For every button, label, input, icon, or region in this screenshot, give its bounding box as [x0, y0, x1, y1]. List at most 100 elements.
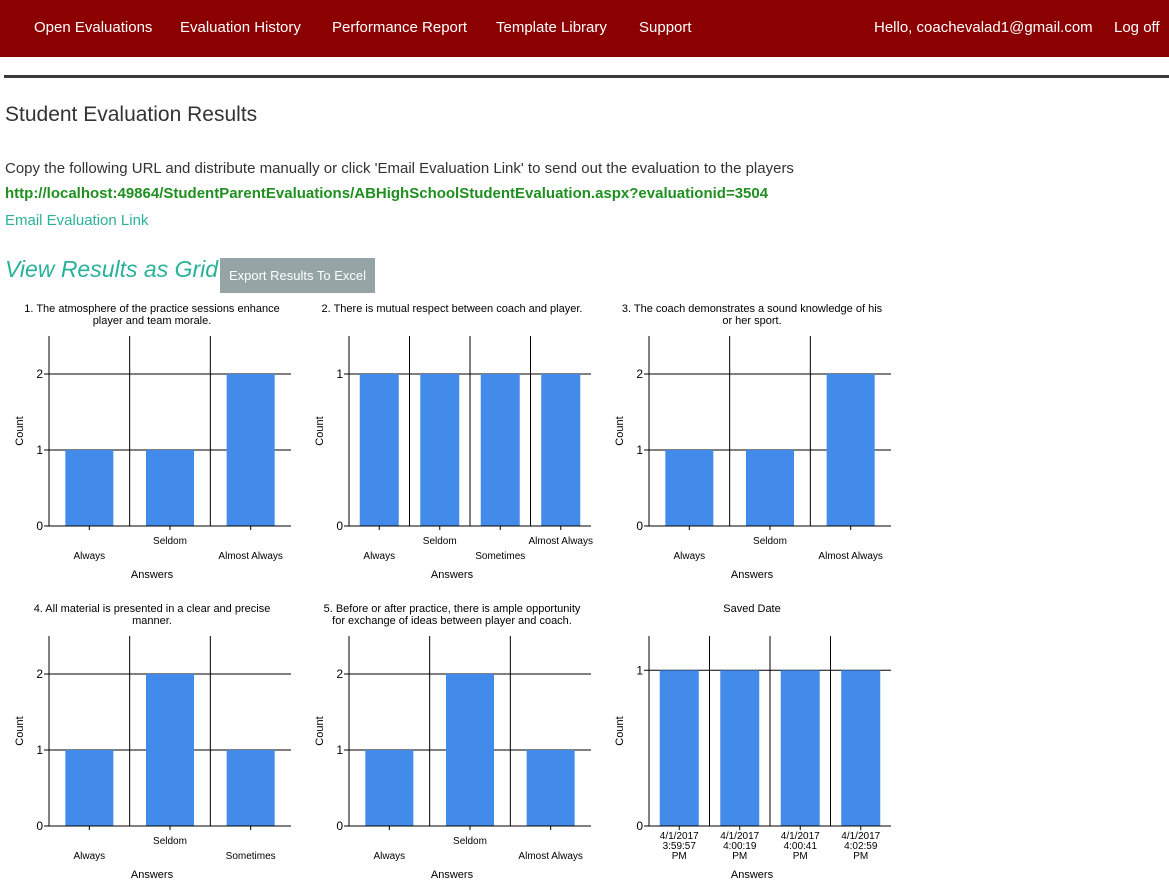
bar	[480, 374, 520, 526]
x-tick-label: 4/1/2017	[781, 831, 820, 842]
y-tick-label: 2	[336, 667, 343, 681]
y-tick-label: 1	[336, 743, 343, 757]
nav-support[interactable]: Support	[639, 19, 692, 36]
x-axis-label: Answers	[131, 569, 174, 581]
y-tick-label: 2	[36, 367, 43, 381]
x-tick-label: Almost Always	[518, 851, 582, 862]
y-axis-label: Count	[14, 716, 26, 745]
user-greeting-link[interactable]: Hello, coachevalad1@gmail.com	[874, 19, 1093, 36]
x-tick-label: Almost Always	[529, 536, 593, 547]
chart-question-3: 3. The coach demonstrates a sound knowle…	[600, 300, 900, 590]
x-tick-label: Almost Always	[818, 551, 882, 562]
y-axis-label: Count	[314, 716, 326, 745]
bar	[65, 750, 114, 826]
bar	[365, 750, 414, 826]
email-evaluation-link[interactable]: Email Evaluation Link	[5, 212, 149, 229]
chart-question-5: 5. Before or after practice, there is am…	[300, 600, 600, 890]
x-axis-label: Answers	[731, 869, 774, 881]
x-tick-label: Seldom	[423, 536, 457, 547]
nav-template-library[interactable]: Template Library	[496, 19, 607, 36]
bar	[665, 450, 714, 526]
bar	[841, 670, 881, 826]
chart-question-2: 2. There is mutual respect between coach…	[300, 300, 600, 590]
chart-svg: 2. There is mutual respect between coach…	[314, 303, 593, 581]
chart-title: 3. The coach demonstrates a sound knowle…	[622, 303, 883, 315]
export-excel-button[interactable]: Export Results To Excel	[220, 258, 375, 293]
bar	[659, 670, 699, 826]
bar	[541, 374, 581, 526]
chart-svg: 5. Before or after practice, there is am…	[314, 603, 591, 881]
bar	[65, 450, 114, 526]
y-tick-label: 1	[36, 443, 43, 457]
bar	[720, 670, 760, 826]
y-tick-label: 0	[36, 519, 43, 533]
x-tick-label: Sometimes	[226, 851, 276, 862]
y-tick-label: 0	[36, 819, 43, 833]
chart-title: 5. Before or after practice, there is am…	[324, 603, 581, 615]
x-tick-label: Sometimes	[475, 551, 525, 562]
chart-title: player and team morale.	[93, 315, 212, 327]
chart-title: 2. There is mutual respect between coach…	[322, 303, 583, 315]
x-tick-label: Seldom	[753, 536, 787, 547]
chart-saved-date: Saved Date 0 1 4/1/2017 3:59:57 PM 4/1/2017 4:0…	[600, 600, 900, 890]
bar	[226, 750, 275, 826]
bar	[526, 750, 575, 826]
chart-svg: 4. All material is presented in a clear …	[14, 603, 291, 881]
y-axis-label: Count	[614, 416, 626, 445]
x-tick-label: 3:59:57	[663, 841, 697, 852]
evaluation-url[interactable]: http://localhost:49864/StudentParentEval…	[5, 185, 769, 202]
y-tick-label: 2	[636, 367, 643, 381]
x-tick-label: Always	[373, 851, 405, 862]
y-tick-label: 0	[636, 819, 643, 833]
x-tick-label: 4:00:19	[723, 841, 757, 852]
y-tick-label: 1	[336, 367, 343, 381]
chart-question-1: 1. The atmosphere of the practice sessio…	[0, 300, 300, 590]
x-tick-label: 4:02:59	[844, 841, 878, 852]
x-axis-label: Answers	[431, 569, 474, 581]
chart-title: Saved Date	[723, 603, 780, 615]
bar	[746, 450, 794, 526]
y-tick-label: 1	[636, 663, 643, 677]
x-tick-label: Always	[673, 551, 705, 562]
bar	[826, 374, 875, 526]
page-title: Student Evaluation Results	[5, 103, 258, 126]
x-tick-label: 4:00:41	[784, 841, 818, 852]
x-tick-label: Seldom	[453, 836, 487, 847]
y-tick-label: 1	[636, 443, 643, 457]
y-tick-label: 0	[636, 519, 643, 533]
top-navbar: Open Evaluations Evaluation History Perf…	[0, 0, 1169, 57]
x-tick-label: PM	[853, 851, 868, 862]
y-tick-label: 2	[36, 667, 43, 681]
nav-open-evaluations[interactable]: Open Evaluations	[34, 19, 153, 36]
bar	[226, 374, 275, 526]
chart-svg: Saved Date014/1/20173:59:57PM4/1/20174:0…	[614, 603, 891, 881]
x-tick-label: PM	[732, 851, 747, 862]
x-tick-label: PM	[672, 851, 687, 862]
x-tick-label: 4/1/2017	[720, 831, 759, 842]
chart-title: for exchange of ideas between player and…	[332, 615, 572, 627]
bar	[420, 374, 460, 526]
chart-question-4: 4. All material is presented in a clear …	[0, 600, 300, 890]
y-tick-label: 1	[36, 743, 43, 757]
x-tick-label: Always	[73, 851, 105, 862]
x-axis-label: Answers	[431, 869, 474, 881]
nav-performance-report[interactable]: Performance Report	[332, 19, 468, 36]
bar	[780, 670, 820, 826]
x-axis-label: Answers	[731, 569, 774, 581]
nav-evaluation-history[interactable]: Evaluation History	[180, 19, 301, 36]
x-tick-label: Always	[73, 551, 105, 562]
y-axis-label: Count	[314, 416, 326, 445]
x-tick-label: Seldom	[153, 536, 187, 547]
chart-svg: 3. The coach demonstrates a sound knowle…	[614, 303, 891, 581]
chart-title: 4. All material is presented in a clear …	[34, 603, 271, 615]
bar	[359, 374, 399, 526]
y-tick-label: 0	[336, 819, 343, 833]
logoff-link[interactable]: Log off	[1114, 19, 1160, 36]
view-results-grid-link[interactable]: View Results as Grid	[5, 256, 219, 282]
x-tick-label: Always	[363, 551, 395, 562]
bar	[146, 674, 194, 826]
y-tick-label: 0	[336, 519, 343, 533]
x-tick-label: Seldom	[153, 836, 187, 847]
bar	[146, 450, 194, 526]
y-axis-label: Count	[614, 716, 626, 745]
